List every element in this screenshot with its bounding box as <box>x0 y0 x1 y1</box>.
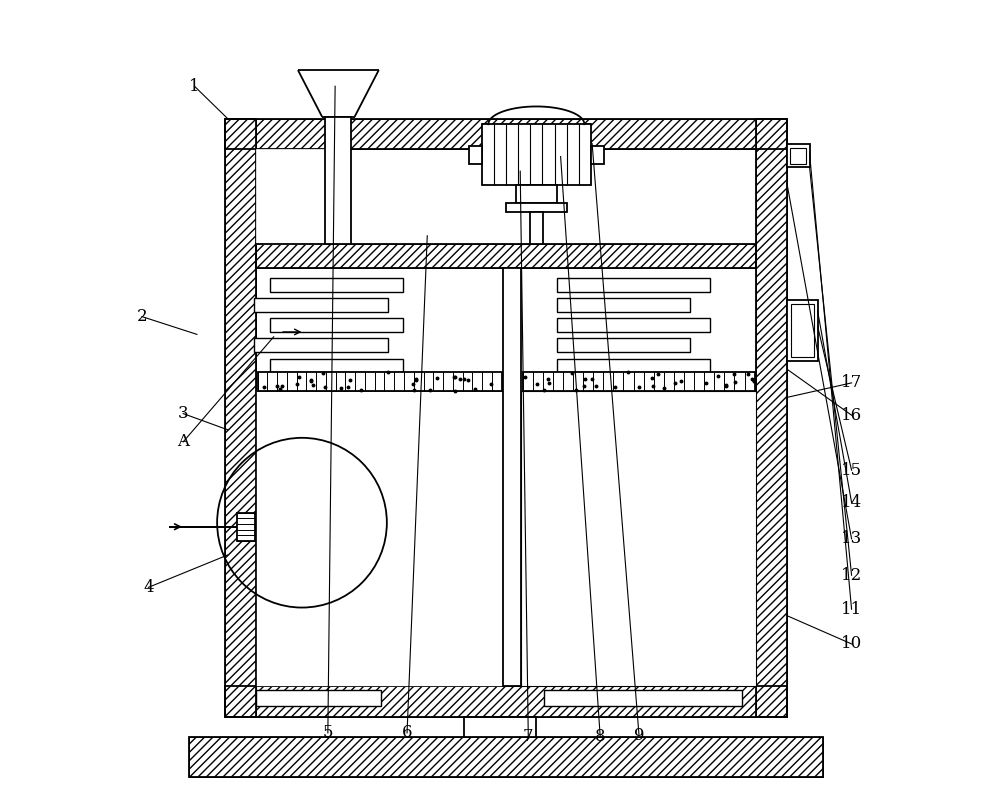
Bar <box>482 124 591 185</box>
Bar <box>544 690 742 706</box>
Bar <box>591 146 604 164</box>
Bar <box>256 149 325 244</box>
Text: 14: 14 <box>841 494 862 511</box>
Text: 15: 15 <box>841 461 862 478</box>
Text: 4: 4 <box>143 579 154 596</box>
Text: 7: 7 <box>523 728 534 745</box>
Bar <box>557 318 710 332</box>
Bar <box>557 298 690 311</box>
Bar <box>189 737 823 777</box>
Bar <box>790 148 806 164</box>
Bar <box>256 391 503 686</box>
Bar <box>225 118 787 149</box>
Bar <box>256 244 756 268</box>
Bar <box>530 212 543 244</box>
Text: 9: 9 <box>634 727 644 744</box>
Bar <box>254 338 388 352</box>
Text: 6: 6 <box>402 724 412 741</box>
Bar <box>557 278 710 291</box>
Bar <box>523 371 755 391</box>
Text: 5: 5 <box>323 724 333 741</box>
Bar <box>506 203 567 212</box>
Bar <box>521 391 756 686</box>
Text: 17: 17 <box>841 375 862 392</box>
Text: 8: 8 <box>595 728 606 745</box>
Bar <box>787 144 810 167</box>
Text: 12: 12 <box>841 567 862 584</box>
Bar <box>270 358 403 372</box>
Text: 10: 10 <box>841 636 862 652</box>
Bar <box>557 358 710 372</box>
Text: 11: 11 <box>841 601 862 618</box>
Bar <box>256 690 381 706</box>
Bar <box>256 244 756 268</box>
Bar <box>270 318 403 332</box>
Bar <box>756 118 787 717</box>
Bar <box>557 338 690 352</box>
Text: 3: 3 <box>178 405 188 422</box>
Bar <box>225 686 787 717</box>
Bar <box>225 118 256 717</box>
Text: 13: 13 <box>841 530 862 547</box>
Bar <box>225 118 787 149</box>
Bar <box>516 185 557 203</box>
Bar <box>503 268 521 686</box>
Bar <box>270 278 403 291</box>
Bar <box>258 371 502 391</box>
Bar <box>225 118 256 717</box>
Bar <box>325 117 351 244</box>
Bar <box>464 717 536 737</box>
Bar <box>756 118 787 717</box>
Bar <box>791 304 814 357</box>
Text: 1: 1 <box>189 78 200 95</box>
Bar <box>189 737 823 777</box>
Text: 2: 2 <box>137 308 147 325</box>
Bar <box>254 298 388 311</box>
Bar <box>237 513 255 541</box>
Bar <box>225 686 787 717</box>
Bar <box>469 146 482 164</box>
Bar <box>787 300 818 361</box>
Text: A: A <box>177 433 189 450</box>
Text: 16: 16 <box>841 406 862 423</box>
